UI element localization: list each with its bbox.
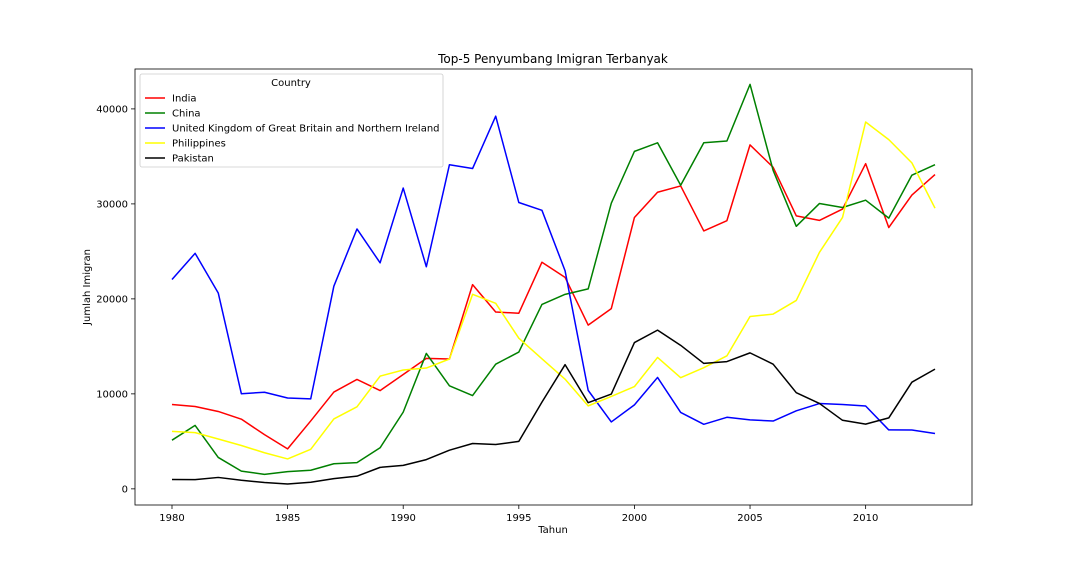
x-tick-label: 2005 <box>737 513 762 524</box>
y-tick-label: 20000 <box>96 294 128 305</box>
legend: Country India China United Kingdom of Grea… <box>139 73 444 168</box>
x-axis-label: Tahun <box>537 525 568 536</box>
y-tick-label: 10000 <box>96 389 128 400</box>
legend-label-0: India <box>172 94 197 105</box>
y-axis: 0 10000 20000 30000 40000 <box>96 104 135 495</box>
chart-title: Top-5 Penyumbang Imigran Terbanyak <box>437 52 668 66</box>
x-tick-label: 2000 <box>622 513 647 524</box>
series-line-4 <box>171 329 936 485</box>
y-axis-label: Jumlah Imigran <box>82 249 93 326</box>
legend-items: India China United Kingdom of Great Britai… <box>145 94 440 165</box>
series-line-1 <box>171 83 936 476</box>
y-tick-label: 40000 <box>96 104 128 115</box>
legend-label-3: Philippines <box>172 139 226 150</box>
legend-label-2: United Kingdom of Great Britain and Nort… <box>172 124 440 135</box>
legend-title: Country <box>271 78 311 89</box>
x-tick-label: 1980 <box>159 513 184 524</box>
x-tick-label: 2010 <box>853 513 878 524</box>
x-tick-label: 1995 <box>506 513 531 524</box>
series-line-0 <box>171 144 936 450</box>
y-tick-label: 0 <box>122 484 128 495</box>
y-tick-label: 30000 <box>96 199 128 210</box>
plot-frame <box>134 68 973 506</box>
series-line-2 <box>171 115 936 435</box>
x-tick-label: 1985 <box>275 513 300 524</box>
legend-label-1: China <box>172 109 201 120</box>
legend-label-4: Pakistan <box>172 154 214 165</box>
x-axis: 1980 1985 1990 1995 2000 2005 2010 <box>159 505 878 524</box>
series-layer <box>171 83 936 485</box>
series-line-3 <box>171 121 936 460</box>
legend-box <box>139 73 444 168</box>
x-tick-label: 1990 <box>390 513 415 524</box>
